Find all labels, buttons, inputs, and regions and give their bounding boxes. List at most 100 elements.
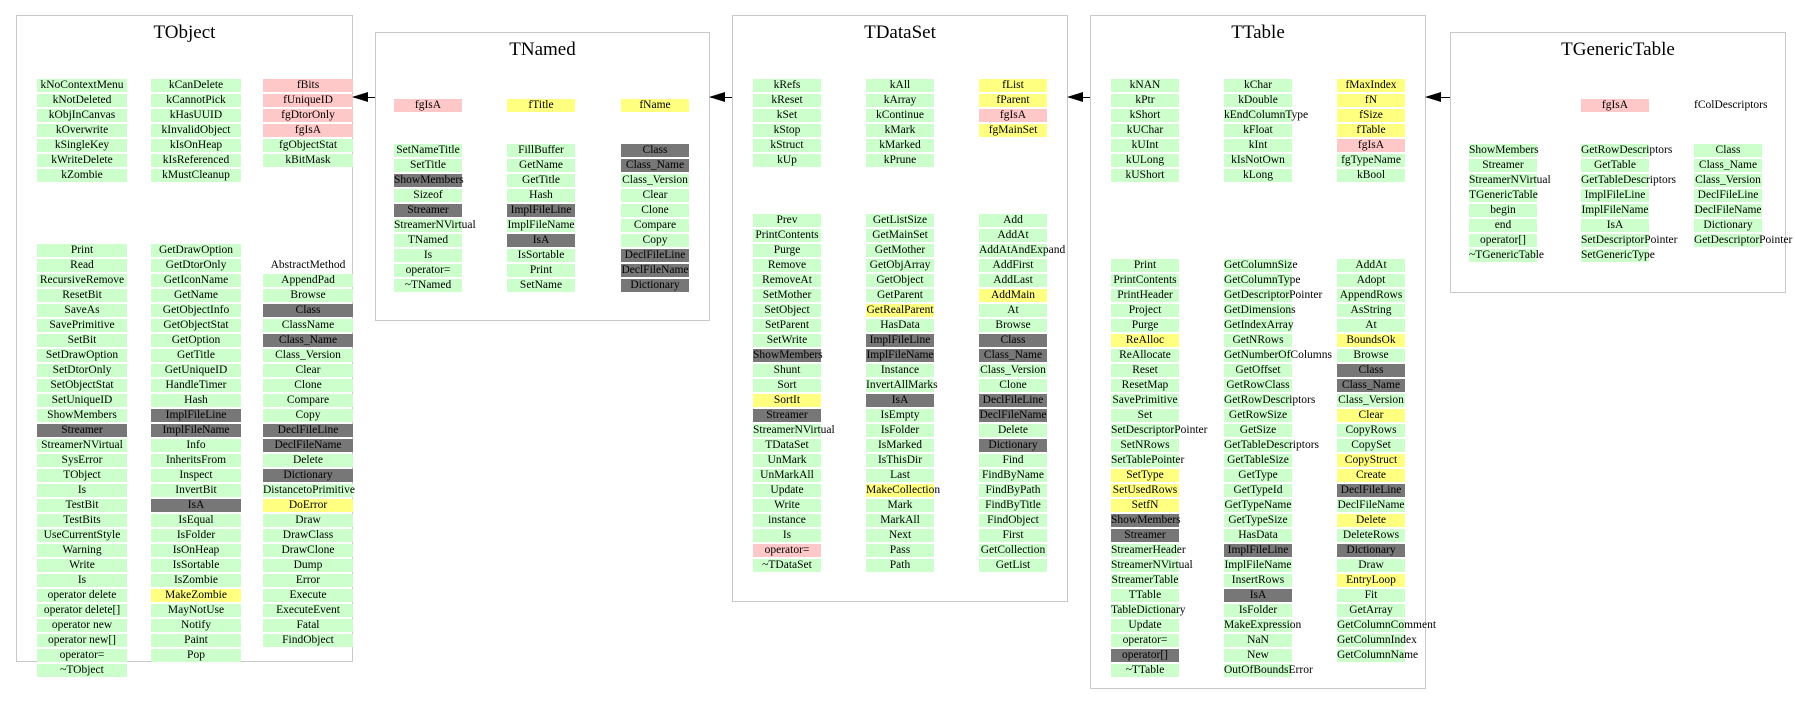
- member-cell: SetParent: [753, 319, 821, 332]
- member-spacer: [979, 154, 1047, 167]
- member-spacer: [979, 169, 1047, 182]
- member-spacer: [1581, 114, 1649, 127]
- member-spacer: [1111, 214, 1179, 227]
- member-cell: DistancetoPrimitive: [263, 484, 355, 497]
- member-cell: SetTitle: [394, 159, 462, 172]
- member-cell: Sizeof: [394, 189, 462, 202]
- member-cell: kWriteDelete: [37, 154, 127, 167]
- member-cell: MarkAll: [866, 514, 934, 527]
- member-cell: StreamerNVirtual: [1469, 174, 1551, 187]
- member-cell: Instance: [866, 364, 934, 377]
- member-cell: MayNotUse: [151, 604, 241, 617]
- member-cell: operator=: [37, 649, 127, 662]
- member-cell: GetMother: [866, 244, 934, 257]
- member-cell: ImplFileName: [1581, 204, 1649, 217]
- member-cell: GetRowSize: [1224, 409, 1292, 422]
- class-title: TTable: [1231, 22, 1285, 43]
- member-cell: SetDescriptorPointer: [1111, 424, 1208, 437]
- member-cell: DoError: [263, 499, 353, 512]
- member-spacer: [37, 199, 127, 212]
- member-cell: Prev: [753, 214, 821, 227]
- member-cell: AsString: [1337, 304, 1405, 317]
- member-cell: ~TDataSet: [753, 559, 821, 572]
- member-cell: GetRowDescriptors: [1581, 144, 1673, 157]
- member-cell: UnMark: [753, 454, 821, 467]
- member-cell: GetNRows: [1224, 334, 1292, 347]
- member-cell: HasData: [866, 319, 934, 332]
- member-cell: IsEmpty: [866, 409, 934, 422]
- member-cell: ~TTable: [1111, 664, 1179, 677]
- member-cell: IsA: [866, 394, 934, 407]
- inheritance-arrow: [709, 92, 732, 102]
- member-cell: Streamer: [753, 409, 821, 422]
- inheritance-arrow: [352, 92, 375, 102]
- member-spacer: [1224, 184, 1292, 197]
- member-cell: kNoContextMenu: [37, 79, 127, 92]
- member-cell: GetUniqueID: [151, 364, 241, 377]
- member-spacer: [263, 184, 353, 197]
- member-spacer: [621, 114, 689, 127]
- member-cell: fN: [1337, 94, 1405, 107]
- member-cell: SetType: [1111, 469, 1179, 482]
- member-cell: ShowMembers: [1111, 514, 1181, 527]
- member-cell: GetIconName: [151, 274, 241, 287]
- member-cell: Hash: [507, 189, 575, 202]
- inheritance-arrow: [1067, 92, 1090, 102]
- member-spacer: [753, 169, 821, 182]
- member-cell: kRefs: [753, 79, 821, 92]
- member-cell: DeclFileLine: [1694, 189, 1762, 202]
- member-column: fList fParent fgIsA fgMainSet Add AddAt AddAtA…: [979, 79, 1065, 574]
- member-cell: GetDescriptorPointer: [1694, 234, 1793, 247]
- member-cell: HasData: [1224, 529, 1292, 542]
- member-cell: GetDescriptorPointer: [1224, 289, 1323, 302]
- member-cell: ImplFileName: [507, 219, 575, 232]
- member-cell: Class_Version: [1337, 394, 1405, 407]
- member-cell: New: [1224, 649, 1292, 662]
- member-cell: Streamer: [1469, 159, 1537, 172]
- member-cell: Dump: [263, 559, 353, 572]
- member-cell: CopySet: [1337, 439, 1405, 452]
- member-cell: fgIsA: [979, 109, 1047, 122]
- member-column: fTitle FillBuffer GetName GetTitle Hash ImplF…: [507, 99, 575, 294]
- member-cell: DeclFileName: [621, 264, 689, 277]
- member-cell: GetTitle: [151, 349, 241, 362]
- member-cell: Class: [979, 334, 1047, 347]
- member-cell: TestBits: [37, 514, 127, 527]
- member-cell: kHasUUID: [151, 109, 241, 122]
- member-cell: Draw: [263, 514, 353, 527]
- member-cell: AddLast: [979, 274, 1047, 287]
- member-cell: Is: [37, 484, 127, 497]
- member-spacer: [263, 199, 353, 212]
- member-cell: NaN: [1224, 634, 1292, 647]
- member-cell: Next: [866, 529, 934, 542]
- member-cell: DrawClone: [263, 544, 353, 557]
- member-cell: AppendPad: [263, 274, 353, 287]
- member-cell: kMustCleanup: [151, 169, 241, 182]
- member-cell: ImplFileLine: [1581, 189, 1649, 202]
- member-cell: Mark: [866, 499, 934, 512]
- member-cell: GetObjArray: [866, 259, 934, 272]
- member-cell: ShowMembers: [37, 409, 127, 422]
- member-cell: operator new: [37, 619, 127, 632]
- member-cell: Print: [1111, 259, 1179, 272]
- member-cell: operator new[]: [37, 634, 127, 647]
- member-cell: Class_Name: [263, 334, 353, 347]
- member-cell: Is: [37, 574, 127, 587]
- member-cell: AbstractMethod: [270, 259, 346, 271]
- member-cell: ImplFileLine: [866, 334, 934, 347]
- member-cell: TestBit: [37, 499, 127, 512]
- member-cell: kIsOnHeap: [151, 139, 241, 152]
- member-cell: InsertRows: [1224, 574, 1292, 587]
- member-cell: kZombie: [37, 169, 127, 182]
- member-cell: Sort: [753, 379, 821, 392]
- member-cell: GetIndexArray: [1224, 319, 1294, 332]
- member-cell: GetParent: [866, 289, 934, 302]
- class-title: TGenericTable: [1561, 39, 1675, 60]
- member-cell: kEndColumnType: [1224, 109, 1309, 122]
- member-cell: kNAN: [1111, 79, 1179, 92]
- member-cell: GetTypeName: [1224, 499, 1292, 512]
- member-cell: ~TGenericTable: [1469, 249, 1545, 262]
- member-cell: Read: [37, 259, 127, 272]
- member-cell: FillBuffer: [507, 144, 575, 157]
- member-cell: Set: [1111, 409, 1179, 422]
